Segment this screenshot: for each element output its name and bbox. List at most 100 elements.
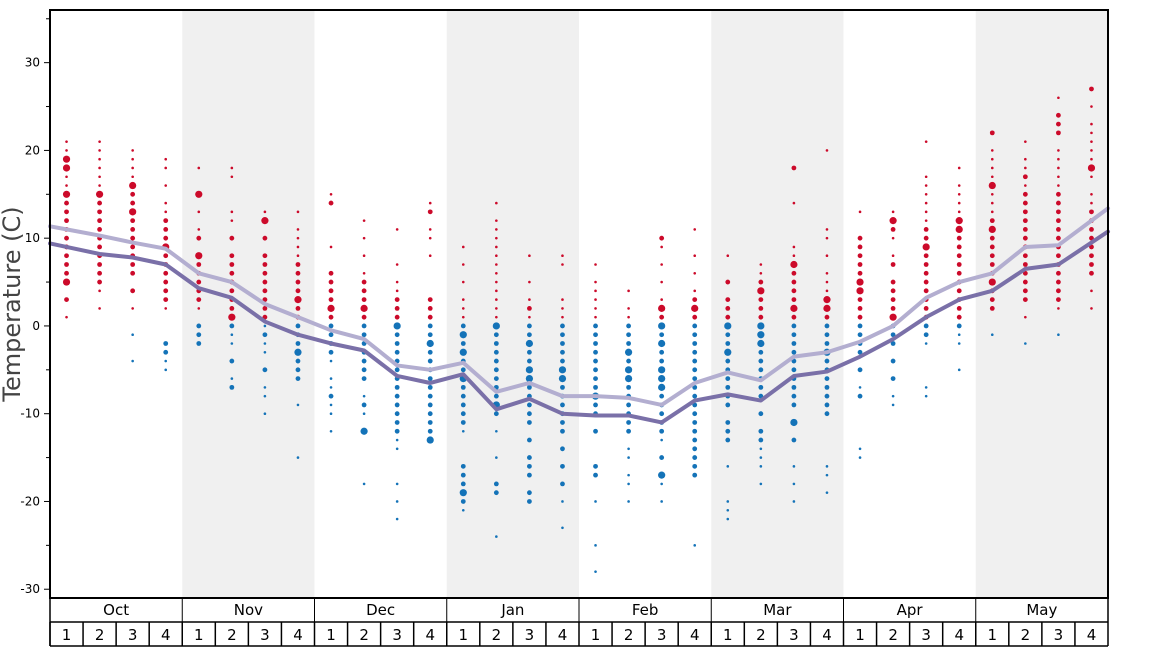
warm-dot xyxy=(164,184,168,187)
warm-dot xyxy=(691,304,699,312)
cold-dot xyxy=(658,339,666,348)
month-band-nov xyxy=(182,10,315,598)
cold-dot xyxy=(791,349,797,355)
warm-dot xyxy=(197,210,201,214)
cold-dot xyxy=(362,394,366,398)
warm-dot xyxy=(95,190,104,198)
warm-dot xyxy=(395,289,399,293)
cold-dot xyxy=(560,402,565,408)
warm-dot xyxy=(758,314,764,320)
warm-dot xyxy=(427,305,433,311)
week-label: 4 xyxy=(690,626,700,644)
warm-dot xyxy=(825,236,829,240)
warm-dot xyxy=(262,288,268,294)
warm-dot xyxy=(594,263,597,266)
cold-dot xyxy=(229,384,235,390)
warm-dot xyxy=(1056,253,1061,259)
cold-dot xyxy=(891,394,895,398)
warm-dot xyxy=(990,192,994,196)
cold-dot xyxy=(693,544,697,547)
warm-dot xyxy=(64,218,69,224)
week-label: 1 xyxy=(723,626,733,644)
warm-dot xyxy=(989,218,995,224)
cold-dot xyxy=(791,341,797,346)
warm-dot xyxy=(889,217,897,225)
warm-dot xyxy=(97,279,102,285)
warm-dot xyxy=(758,297,764,303)
cold-dot xyxy=(791,437,797,443)
cold-dot xyxy=(394,402,400,408)
warm-dot xyxy=(197,228,201,231)
warm-dot xyxy=(164,201,168,205)
warm-dot xyxy=(528,298,531,301)
warm-dot xyxy=(97,218,102,224)
cold-dot xyxy=(131,359,134,363)
cold-dot xyxy=(627,473,630,477)
cold-dot xyxy=(295,376,301,381)
warm-dot xyxy=(956,262,962,267)
warm-dot xyxy=(64,262,69,267)
cold-dot xyxy=(361,367,367,373)
warm-dot xyxy=(65,175,68,179)
warm-dot xyxy=(196,262,202,267)
cold-dot xyxy=(395,447,399,451)
week-label: 1 xyxy=(591,626,601,644)
warm-dot xyxy=(923,288,929,294)
warm-dot xyxy=(361,279,367,285)
warm-dot xyxy=(1024,157,1027,161)
warm-dot xyxy=(428,228,432,231)
cold-dot xyxy=(658,374,666,383)
cold-dot xyxy=(593,463,598,469)
warm-dot xyxy=(360,304,368,312)
cold-dot xyxy=(891,403,895,407)
warm-dot xyxy=(495,307,498,310)
warm-dot xyxy=(956,288,962,294)
warm-dot xyxy=(296,210,300,214)
warm-dot xyxy=(594,307,597,310)
warm-dot xyxy=(693,254,697,258)
warm-dot xyxy=(990,166,994,170)
warm-dot xyxy=(296,245,300,249)
warm-dot xyxy=(627,307,630,310)
warm-dot xyxy=(1056,218,1061,224)
warm-dot xyxy=(1057,96,1060,100)
cold-dot xyxy=(229,358,235,364)
warm-dot xyxy=(495,289,498,293)
week-label: 2 xyxy=(1021,626,1031,644)
cold-dot xyxy=(263,324,267,328)
warm-dot xyxy=(988,278,996,286)
warm-dot xyxy=(328,270,334,276)
cold-dot xyxy=(460,384,466,390)
cold-dot xyxy=(858,386,862,389)
warm-dot xyxy=(1022,288,1028,294)
warm-dot xyxy=(725,297,731,303)
warm-dot xyxy=(163,235,169,241)
warm-dot xyxy=(857,314,863,320)
warm-dot xyxy=(394,297,400,303)
warm-dot xyxy=(362,219,366,222)
cold-dot xyxy=(593,472,598,478)
cold-dot xyxy=(627,500,630,503)
warm-dot xyxy=(1090,149,1093,152)
cold-dot xyxy=(627,482,630,486)
cold-dot xyxy=(660,500,663,503)
warm-dot xyxy=(924,210,928,214)
warm-dot xyxy=(230,175,234,179)
warm-dot xyxy=(989,244,995,250)
cold-dot xyxy=(525,374,534,383)
cold-dot xyxy=(759,465,763,468)
week-label: 4 xyxy=(161,626,171,644)
warm-dot xyxy=(62,164,71,172)
warm-dot xyxy=(229,262,235,267)
warm-dot xyxy=(957,166,961,170)
warm-dot xyxy=(327,304,335,312)
cold-dot xyxy=(560,446,565,452)
cold-dot xyxy=(263,342,267,345)
warm-dot xyxy=(130,262,136,267)
cold-dot xyxy=(296,456,300,459)
warm-dot xyxy=(1056,270,1061,276)
cold-dot xyxy=(957,368,961,372)
warm-dot xyxy=(856,278,864,286)
y-axis-title: Temperature (C) xyxy=(0,206,26,402)
